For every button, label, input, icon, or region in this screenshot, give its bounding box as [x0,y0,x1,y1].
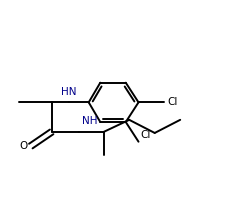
Text: Cl: Cl [141,130,151,139]
Text: HN: HN [61,87,77,97]
Text: NH: NH [82,116,97,126]
Text: Cl: Cl [168,97,178,107]
Text: O: O [19,141,27,151]
